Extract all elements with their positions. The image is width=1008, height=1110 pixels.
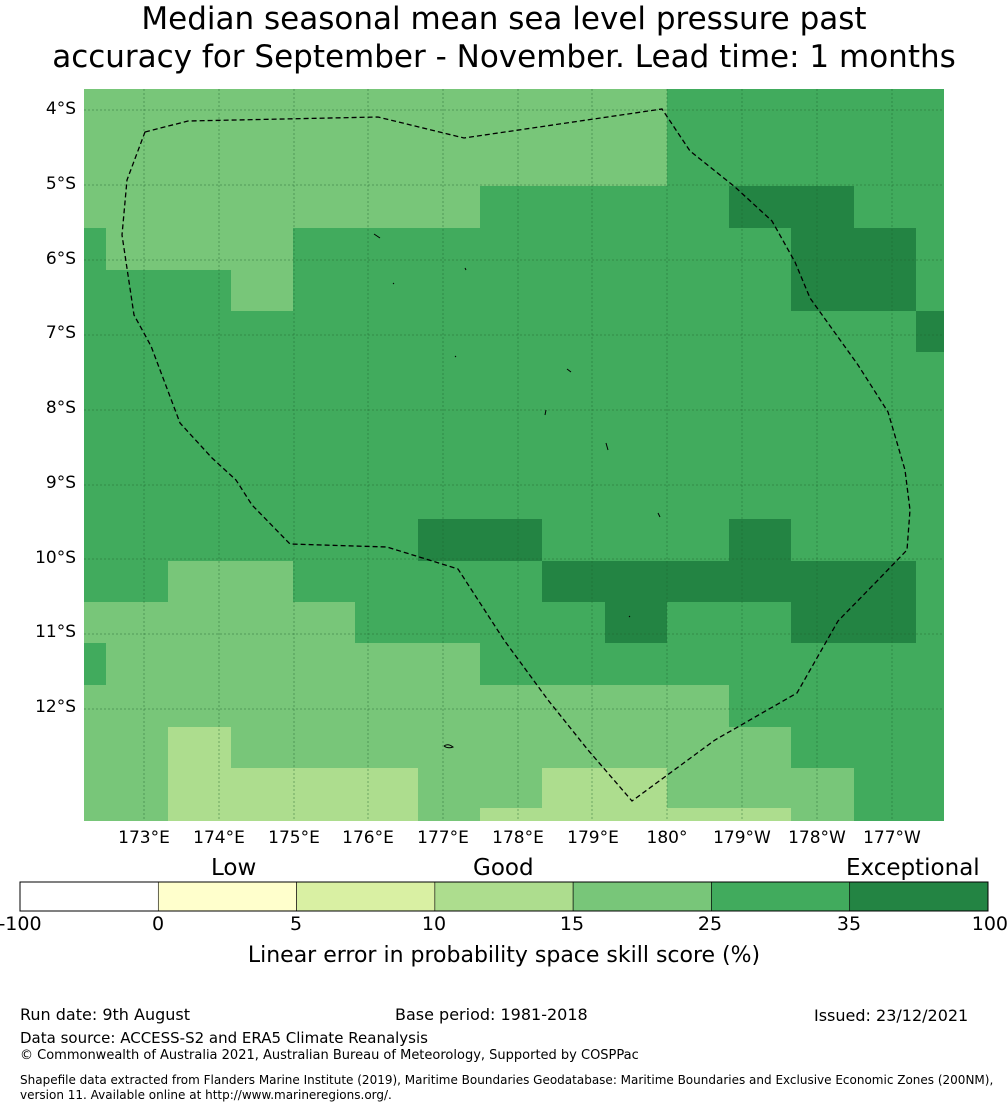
run-date: Run date: 9th August: [20, 1005, 190, 1024]
lon-label: 174°E: [193, 828, 245, 848]
legend-colorbar: [19, 881, 989, 912]
map-title: Median seasonal mean sea level pressure …: [0, 0, 1008, 76]
lat-label: 8°S: [45, 398, 76, 418]
grid-region: [729, 186, 916, 311]
atoll-shapes: [373, 233, 661, 749]
lat-label: 6°S: [45, 249, 76, 269]
grid-region: [418, 519, 542, 561]
base-period: Base period: 1981-2018: [395, 1005, 588, 1024]
lon-label: 179°E: [567, 828, 619, 848]
copyright: © Commonwealth of Australia 2021, Austra…: [20, 1048, 639, 1063]
grid-region: [916, 311, 944, 352]
atoll: [464, 267, 467, 271]
colorbar-segment: [19, 881, 159, 912]
grid-region: [480, 768, 791, 821]
colorbar-tick: 15: [559, 913, 585, 935]
colorbar-tick: 5: [289, 913, 303, 935]
lat-label: 12°S: [35, 697, 76, 717]
title-line-2: accuracy for September - November. Lead …: [52, 39, 956, 75]
lon-label: 176°E: [342, 828, 394, 848]
lon-label: 178°E: [492, 828, 544, 848]
colorbar-tick: 25: [697, 913, 723, 935]
lon-label: 173°E: [118, 828, 170, 848]
lon-label: 179°W: [713, 828, 771, 848]
lon-label: 177°E: [417, 828, 469, 848]
colorbar-tick: -100: [0, 913, 42, 935]
colorbar-segment: [434, 881, 574, 912]
eez-boundary: [121, 108, 911, 802]
skill-grid: [84, 89, 944, 821]
graticule: [84, 89, 944, 821]
colorbar-segment: [849, 881, 989, 912]
lat-label: 9°S: [45, 473, 76, 493]
title-line-1: Median seasonal mean sea level pressure …: [141, 1, 867, 37]
atoll: [566, 368, 572, 373]
lat-label: 7°S: [45, 323, 76, 343]
lon-label: 175°E: [268, 828, 320, 848]
colorbar-tick: 35: [836, 913, 862, 935]
atoll: [544, 409, 547, 416]
colorbar-tick: 100: [971, 913, 1008, 935]
legend-category-low: Low: [211, 855, 257, 881]
legend-category-exceptional: Exceptional: [846, 855, 980, 881]
grid-region: [84, 89, 667, 311]
shapefile-credit-line-2: version 11. Available online at http://w…: [20, 1088, 392, 1102]
legend-category-good: Good: [473, 855, 534, 881]
colorbar-frame: [19, 881, 989, 912]
colorbar-tick: 10: [421, 913, 447, 935]
colorbar-title: Linear error in probability space skill …: [247, 943, 761, 968]
lat-label: 4°S: [45, 99, 76, 119]
lon-label: 180°: [646, 828, 688, 848]
lon-label: 178°W: [788, 828, 846, 848]
atoll: [657, 512, 661, 518]
grid-region: [84, 561, 854, 821]
issued-date: Issued: 23/12/2021: [814, 1006, 969, 1025]
colorbar-segment: [157, 881, 297, 912]
lat-label: 5°S: [45, 174, 76, 194]
lon-label: 177°W: [863, 828, 921, 848]
lat-label: 11°S: [35, 622, 76, 642]
data-source: Data source: ACCESS-S2 and ERA5 Climate …: [20, 1029, 428, 1047]
grid-region: [168, 727, 418, 821]
atoll: [628, 615, 631, 618]
shapefile-credit-line-1: Shapefile data extracted from Flanders M…: [20, 1073, 994, 1087]
colorbar-tick: 0: [151, 913, 165, 935]
atoll: [443, 744, 454, 749]
atoll: [373, 233, 381, 239]
grid-region: [542, 519, 916, 643]
lat-label: 10°S: [35, 548, 76, 568]
atoll: [454, 355, 457, 358]
atoll: [605, 442, 609, 451]
colorbar-segment: [572, 881, 712, 912]
atoll: [392, 282, 395, 285]
colorbar-segment: [711, 881, 851, 912]
colorbar-segment: [296, 881, 436, 912]
